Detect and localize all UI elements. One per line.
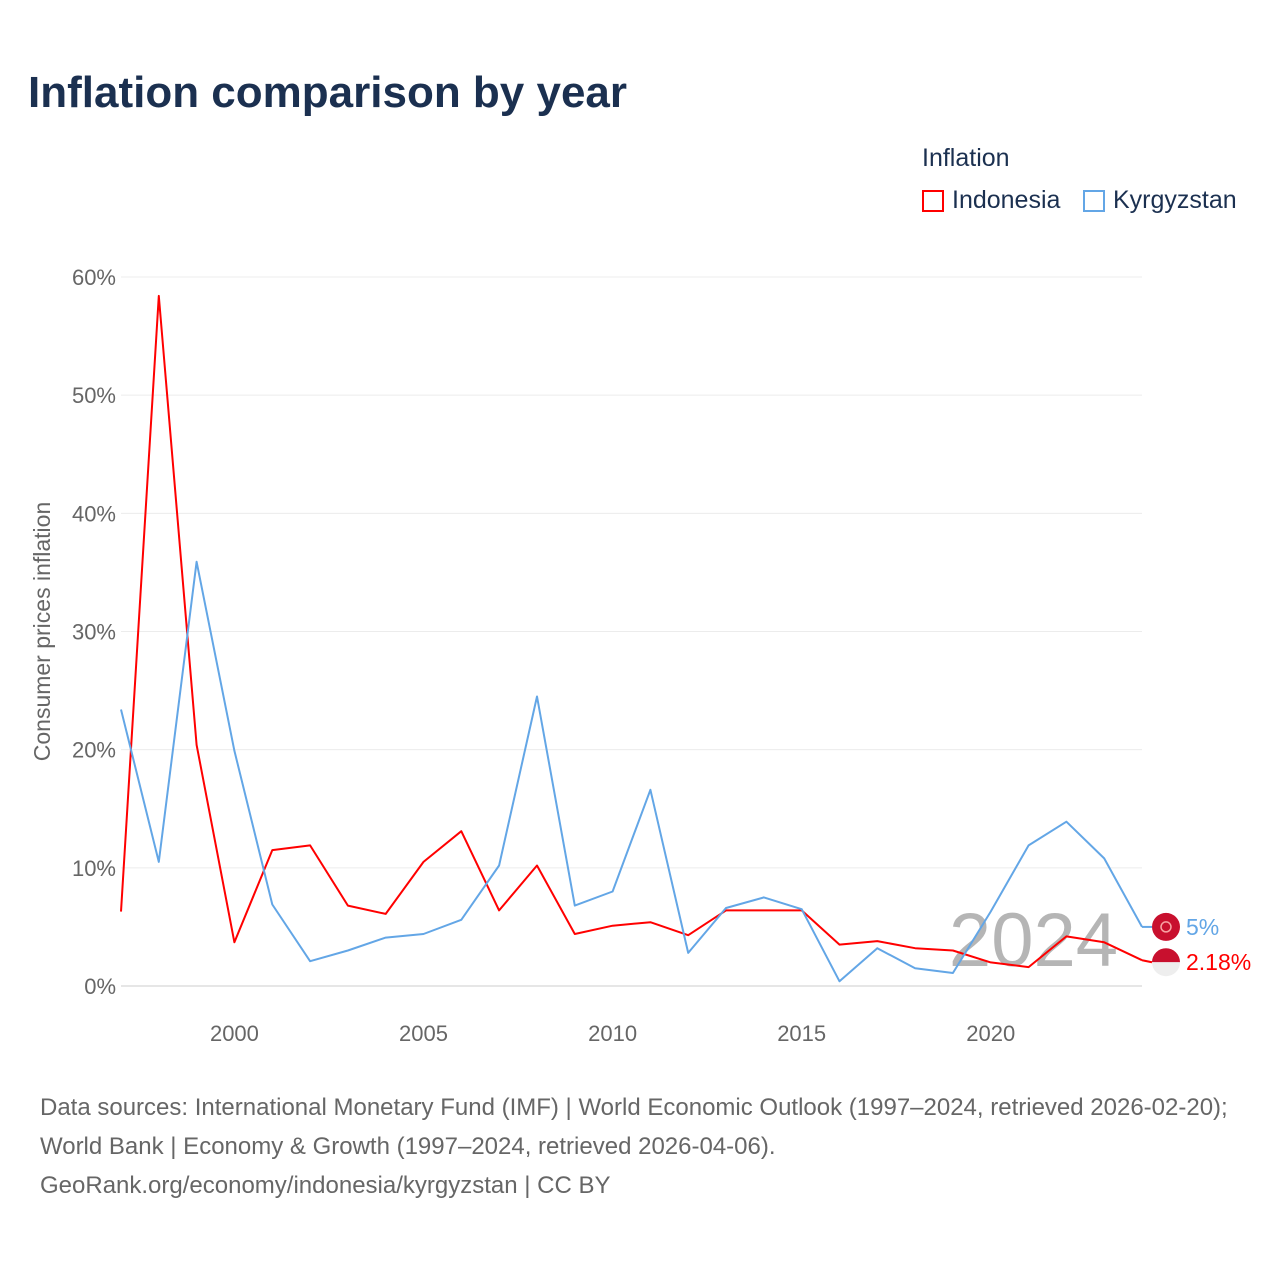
data-point [458, 828, 464, 834]
data-point [534, 862, 540, 868]
legend-swatch [922, 189, 944, 212]
series-line-kyrgyzstan [120, 560, 1143, 983]
y-tick-label: 60% [72, 265, 116, 290]
data-point [194, 559, 200, 565]
x-tick-label: 2015 [777, 1021, 826, 1046]
data-point [1101, 939, 1107, 945]
data-point [874, 938, 880, 944]
data-point [912, 945, 918, 951]
data-point [345, 948, 351, 954]
data-point [610, 923, 616, 929]
data-point [761, 894, 767, 900]
legend-label: Kyrgyzstan [1113, 186, 1237, 214]
legend-item-kyrgyzstan[interactable]: Kyrgyzstan [1083, 186, 1237, 215]
connector [1141, 959, 1153, 964]
data-point [118, 909, 124, 915]
x-tick-label: 2010 [588, 1021, 637, 1046]
data-point [723, 905, 729, 911]
kyrgyzstan-flag-icon [1152, 912, 1180, 941]
y-tick-label: 50% [72, 383, 116, 408]
data-point [836, 978, 842, 984]
y-axis-label: Consumer prices inflation [29, 502, 55, 762]
data-point [156, 859, 162, 865]
data-point [383, 911, 389, 917]
footer: Data sources: International Monetary Fun… [40, 1088, 1250, 1205]
data-point [874, 945, 880, 951]
data-point [496, 907, 502, 913]
data-point [836, 942, 842, 948]
end-label-indonesia: 2.18% [1186, 949, 1251, 975]
data-point [950, 970, 956, 976]
end-label-kyrgyzstan: 5% [1186, 914, 1219, 940]
data-point [761, 907, 767, 913]
data-point [610, 888, 616, 894]
data-point [685, 950, 691, 956]
data-point [269, 847, 275, 853]
y-tick-label: 0% [84, 974, 116, 999]
data-point [496, 862, 502, 868]
data-point [458, 917, 464, 923]
data-point [345, 903, 351, 909]
series-line-indonesia [120, 294, 1143, 969]
data-point [1101, 855, 1107, 861]
legend-swatch [1083, 189, 1105, 212]
indonesia-flag-icon-bottom [1152, 962, 1181, 977]
legend-item-indonesia[interactable]: Indonesia [922, 186, 1060, 215]
data-point [572, 903, 578, 909]
data-sources: Data sources: International Monetary Fun… [40, 1094, 1228, 1160]
data-point [988, 909, 994, 915]
flag-sun-icon [1160, 921, 1172, 933]
data-point [156, 293, 162, 299]
x-tick-label: 2005 [399, 1021, 448, 1046]
chart-title: Inflation comparison by year [28, 68, 628, 117]
data-point [118, 706, 124, 712]
x-tick-label: 2020 [966, 1021, 1015, 1046]
data-point [307, 842, 313, 848]
y-tick-label: 40% [72, 501, 116, 526]
data-point [231, 939, 237, 945]
indonesia-flag-icon [1152, 948, 1181, 963]
data-point [647, 919, 653, 925]
data-point [1026, 964, 1032, 970]
data-point [950, 948, 956, 954]
legend-title: Inflation [922, 144, 1010, 172]
data-point [988, 959, 994, 965]
data-point [1063, 819, 1069, 825]
data-point [307, 958, 313, 964]
data-point [799, 906, 805, 912]
data-point [572, 931, 578, 937]
data-point [912, 965, 918, 971]
line-chart: 0% 10% 20% 30% 40% 50% 60% 2000 2005 2010 2015 2020… [29, 265, 1251, 1046]
data-point [647, 787, 653, 793]
y-tick-label: 30% [72, 620, 116, 645]
y-tick-label: 20% [72, 738, 116, 763]
credit-link[interactable]: GeoRank.org/economy/indonesia/kyrgyzstan… [40, 1172, 611, 1199]
legend-label: Indonesia [952, 186, 1061, 214]
data-point [534, 693, 540, 699]
data-point [383, 935, 389, 941]
data-point [269, 901, 275, 907]
y-tick-label: 10% [72, 856, 116, 881]
data-point [421, 859, 427, 865]
data-point [194, 742, 200, 748]
data-point [421, 931, 427, 937]
x-tick-label: 2000 [210, 1021, 259, 1046]
data-point [1063, 933, 1069, 939]
data-point [231, 748, 237, 754]
data-point [1026, 842, 1032, 848]
data-point [685, 932, 691, 938]
